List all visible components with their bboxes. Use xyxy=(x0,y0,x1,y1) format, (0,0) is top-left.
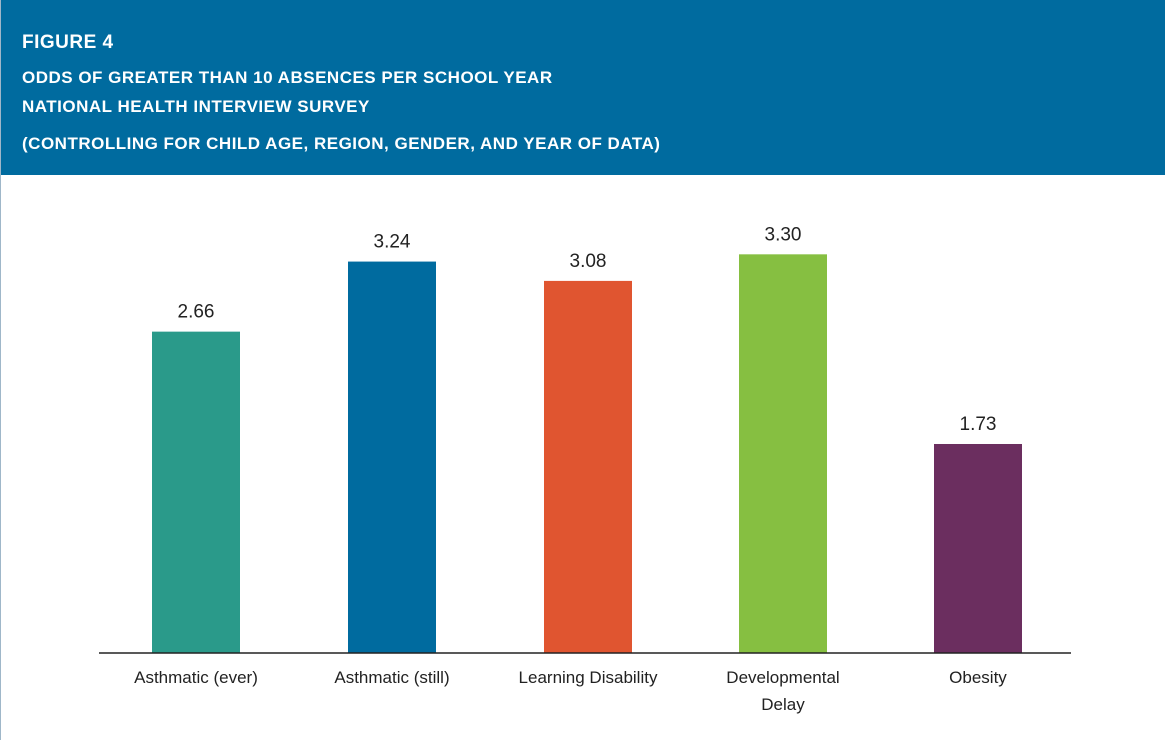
bar-chart: 2.66 Asthmatic (ever) 3.24 Asthmatic (still… xyxy=(99,224,1071,714)
bar-value-label-0: 2.66 xyxy=(178,302,215,323)
category-label-2: Learning Disability xyxy=(519,668,658,687)
category-label-3-line-1: Delay xyxy=(761,695,805,714)
figure-label: FIGURE 4 xyxy=(22,32,114,53)
chart-subtitle-survey: NATIONAL HEALTH INTERVIEW SURVEY xyxy=(22,97,370,116)
category-label-3-line-0: Developmental xyxy=(726,668,839,687)
bar-value-label-4: 1.73 xyxy=(960,414,997,435)
bar-value-label-3: 3.30 xyxy=(765,224,802,245)
bar-3 xyxy=(739,254,827,653)
bar-1 xyxy=(348,261,436,653)
figure-header: FIGURE 4 ODDS OF GREATER THAN 10 ABSENCE… xyxy=(1,0,1165,175)
category-label-4: Obesity xyxy=(949,668,1007,687)
bar-value-label-2: 3.08 xyxy=(570,251,607,272)
category-label-1: Asthmatic (still) xyxy=(334,668,449,687)
bar-value-label-1: 3.24 xyxy=(374,232,411,253)
bar-0 xyxy=(152,331,240,653)
chart-subtitle-controls: (CONTROLLING FOR CHILD AGE, REGION, GEND… xyxy=(22,134,661,153)
bar-4 xyxy=(934,443,1022,653)
chart-title: ODDS OF GREATER THAN 10 ABSENCES PER SCH… xyxy=(22,68,553,87)
category-label-0: Asthmatic (ever) xyxy=(134,668,258,687)
bar-2 xyxy=(544,280,632,653)
